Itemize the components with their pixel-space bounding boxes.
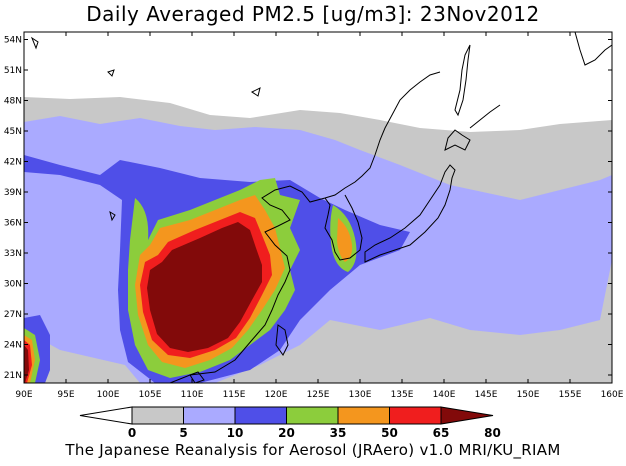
lat-label: 33N: [4, 249, 22, 259]
lon-label: 100E: [97, 390, 120, 400]
axis-ticks: [23, 32, 613, 383]
coastline-lake-1: [109, 210, 116, 222]
coastlines: [30, 32, 612, 383]
field-darkred-sw: [24, 345, 29, 383]
lon-label: 95E: [57, 390, 74, 400]
coastline-kamchatka: [574, 32, 612, 66]
colorbar-swatch: [131, 406, 184, 425]
lon-label: 125E: [307, 390, 330, 400]
coastline-china-korea: [169, 71, 441, 383]
coastline-kuril: [469, 104, 501, 129]
lat-label: 30N: [4, 280, 22, 290]
lon-label: 150E: [517, 390, 540, 400]
colorbar-swatch: [389, 406, 442, 425]
lat-label: 36N: [4, 219, 22, 229]
lon-label: 105E: [139, 390, 162, 400]
colorbar-arrow-high: [440, 406, 494, 425]
colorbar-label: 80: [484, 426, 501, 440]
colorbar: 0 5 10 20 35 50 65 80: [79, 406, 501, 440]
lon-label: 90E: [15, 390, 32, 400]
colorbar-swatch: [234, 406, 287, 425]
lon-label: 115E: [223, 390, 246, 400]
colorbar-arrow-low: [79, 406, 133, 425]
lat-label: 24N: [4, 341, 22, 351]
colorbar-label: 35: [330, 426, 347, 440]
lat-label: 48N: [4, 97, 22, 107]
lon-label: 155E: [559, 390, 582, 400]
lon-label: 130E: [349, 390, 372, 400]
coastline-honshu: [364, 164, 456, 263]
lon-label: 145E: [475, 390, 498, 400]
field-darkred-80plus: [147, 222, 262, 352]
lon-labels: 90E 95E 100E 105E 110E 115E 120E 125E 130E 135E 14…: [15, 390, 623, 400]
colorbar-label: 0: [128, 426, 136, 440]
colorbar-swatch: [286, 406, 339, 425]
coastline-hainan: [189, 371, 205, 383]
coastline-lake-3: [107, 69, 115, 77]
lat-label: 45N: [4, 127, 22, 137]
coastline-korea: [324, 194, 363, 261]
lat-label: 54N: [4, 36, 22, 46]
lat-labels: 21N 24N 27N 30N 33N 36N 39N 42N 45N 48N 51N 54N: [4, 36, 22, 382]
lon-label: 120E: [265, 390, 288, 400]
coastline-lake-2: [30, 36, 39, 50]
lat-label: 42N: [4, 158, 22, 168]
colorbar-label: 20: [278, 426, 295, 440]
map-title: Daily Averaged PM2.5 [ug/m3]: 23Nov2012: [86, 2, 540, 26]
colorbar-swatch: [183, 406, 236, 425]
field-lightblue-north: [135, 129, 178, 141]
coastline-lake-4: [251, 87, 261, 97]
lat-label: 27N: [4, 310, 22, 320]
footer-credit: The Japanese Reanalysis for Aerosol (JRA…: [65, 441, 561, 459]
coastline-hokkaido: [444, 129, 471, 151]
colorbar-label: 10: [227, 426, 244, 440]
coastline-sakhalin: [454, 44, 471, 117]
lon-label: 140E: [433, 390, 456, 400]
colorbar-label: 5: [179, 426, 187, 440]
lat-label: 21N: [4, 371, 22, 381]
coastline-taiwan: [275, 324, 289, 356]
pm25-field: [24, 32, 612, 383]
colorbar-label: 65: [433, 426, 450, 440]
lon-label: 160E: [601, 390, 624, 400]
colorbar-label: 50: [381, 426, 398, 440]
lat-label: 39N: [4, 188, 22, 198]
field-orange-korea: [337, 218, 353, 262]
lon-label: 110E: [181, 390, 204, 400]
colorbar-swatch: [337, 406, 390, 425]
lon-label: 135E: [391, 390, 414, 400]
lat-label: 51N: [4, 66, 22, 76]
